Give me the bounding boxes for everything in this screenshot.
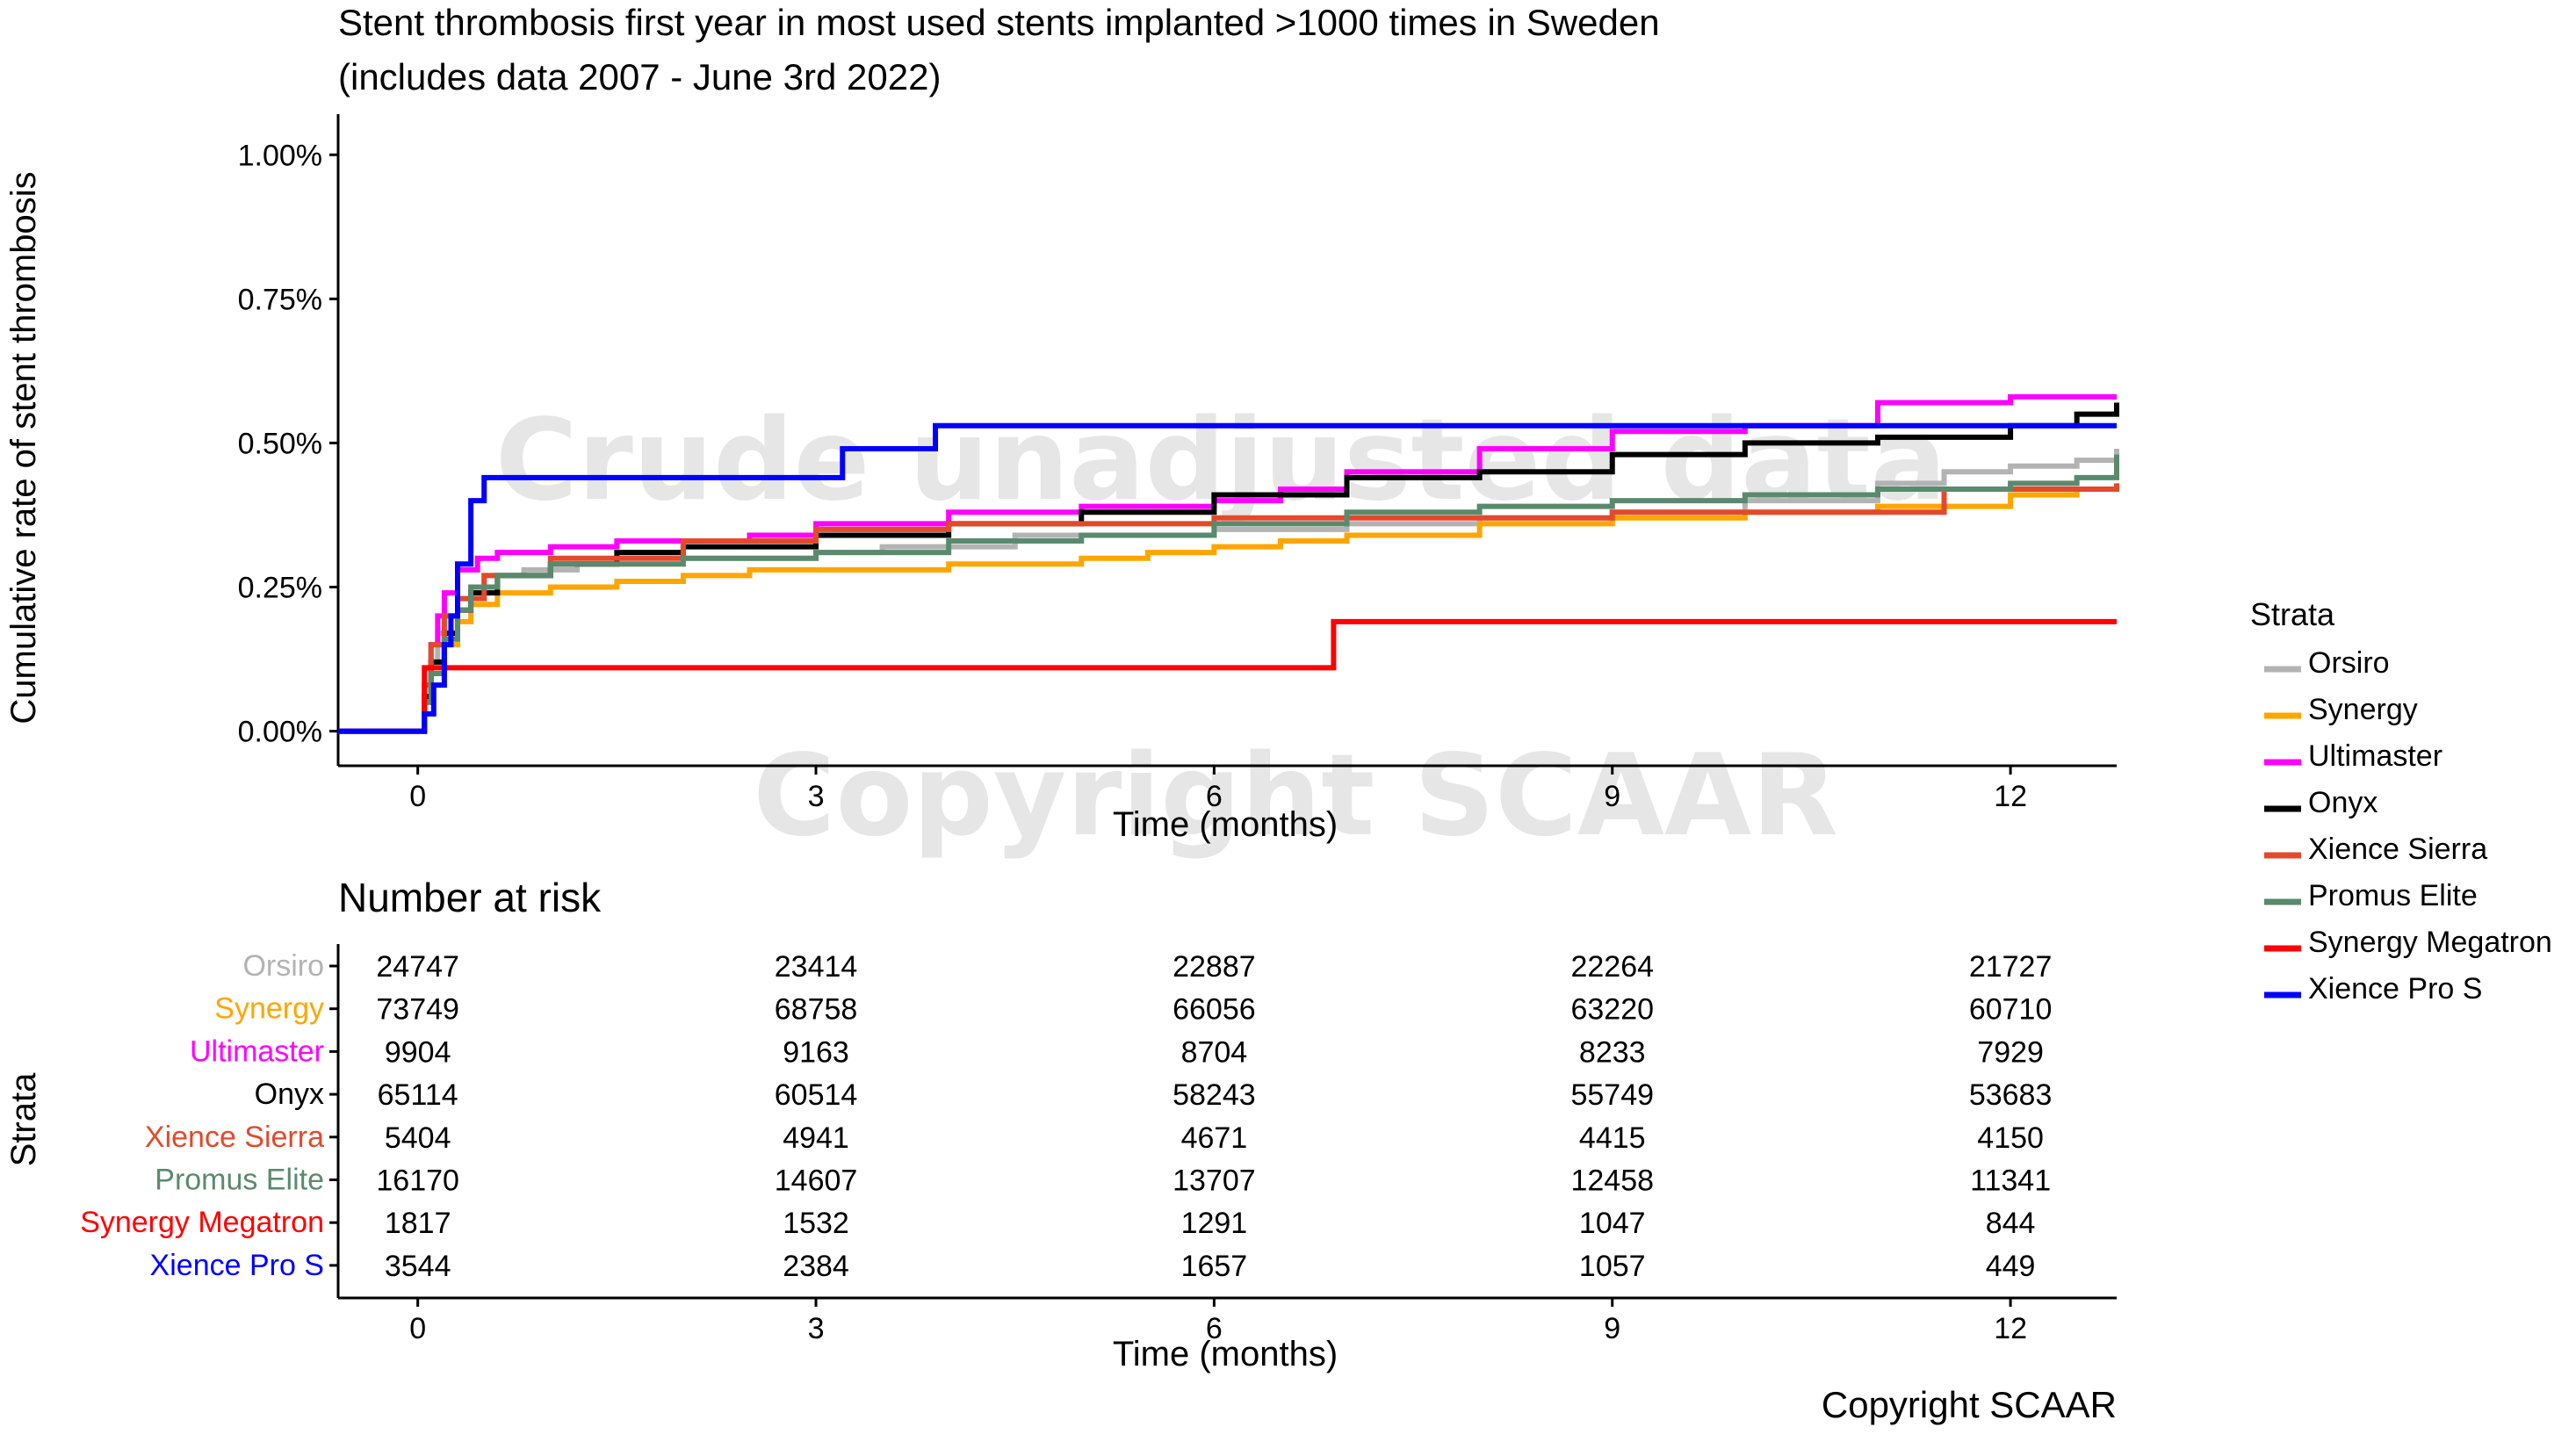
risk-table-cell: 12458: [1570, 1164, 1654, 1198]
risk-table-cell: 2384: [783, 1250, 849, 1283]
risk-table-cell: 23414: [775, 950, 858, 984]
risk-table-x-tick-label: 9: [1604, 1312, 1620, 1345]
legend-label: Xience Sierra: [2308, 833, 2487, 866]
risk-table-cell: 16170: [376, 1164, 459, 1198]
chart-subtitle: (includes data 2007 - June 3rd 2022): [338, 56, 941, 97]
risk-table-row-label: Synergy: [214, 992, 324, 1026]
risk-table-x-axis-label: Time (months): [1113, 1335, 1338, 1373]
series-line-promus-elite: [338, 454, 2119, 734]
risk-table-cell: 60710: [1969, 993, 2053, 1027]
series-line-synergy-megatron: [338, 618, 2117, 734]
risk-table-cell: 1047: [1579, 1207, 1646, 1240]
risk-table-cell: 11341: [1970, 1164, 2051, 1198]
risk-table-cell: 1532: [783, 1207, 849, 1240]
legend-label: Ultimaster: [2308, 739, 2443, 773]
risk-table-cell: 13707: [1173, 1164, 1256, 1198]
risk-table-cell: 63220: [1570, 993, 1654, 1027]
risk-table-row-label: Onyx: [255, 1078, 324, 1111]
watermark-crude: Crude unadjusted data: [495, 395, 1946, 526]
series-line-xience-pro-s: [338, 422, 2117, 734]
legend-title: Strata: [2250, 596, 2335, 632]
x-tick-label: 0: [409, 780, 426, 813]
risk-table-cell: 4415: [1579, 1121, 1646, 1155]
risk-table-cell: 73749: [376, 993, 459, 1027]
plot-axes: 0.00% 0.25% 0.50% 0.75% 1.00% 0 3 6 9 12: [238, 114, 2117, 813]
risk-table-cell: 449: [1986, 1250, 2036, 1283]
risk-table-cell: 4671: [1181, 1121, 1248, 1155]
risk-table-row-label: Xience Sierra: [145, 1121, 324, 1154]
risk-table-cell: 24747: [376, 950, 459, 984]
risk-table-cell: 1057: [1579, 1250, 1646, 1283]
risk-table-cell: 9904: [385, 1035, 451, 1069]
risk-table-cell: 60514: [775, 1078, 858, 1112]
risk-table-cell: 8704: [1181, 1035, 1248, 1069]
risk-table-cell: 58243: [1173, 1078, 1256, 1112]
risk-table-row-label: Ultimaster: [190, 1034, 324, 1068]
risk-table: Orsiro 24747 23414 22887 22264 21727 Synergy 73…: [80, 944, 2117, 1345]
y-tick-label: 0.25%: [238, 572, 322, 605]
risk-table-cell: 22264: [1570, 950, 1654, 984]
legend-label: Xience Pro S: [2308, 972, 2482, 1006]
y-tick-label: 0.50%: [238, 427, 322, 460]
risk-table-cell: 55749: [1570, 1078, 1654, 1112]
series-line-xience-sierra: [338, 483, 2119, 734]
risk-table-cell: 14607: [775, 1164, 858, 1198]
risk-table-cell: 65114: [378, 1078, 458, 1112]
legend-label: Onyx: [2308, 786, 2378, 819]
y-axis-label: Cumulative rate of stent thrombosis: [4, 171, 43, 724]
x-tick-label: 9: [1604, 780, 1620, 813]
risk-table-row-label: Orsiro: [242, 949, 324, 983]
risk-table-cell: 3544: [385, 1250, 451, 1283]
copyright-footer: Copyright SCAAR: [1822, 1384, 2117, 1425]
risk-table-cell: 4150: [1977, 1121, 2044, 1155]
y-tick-label: 0.75%: [238, 283, 322, 316]
legend: Orsiro Synergy Ultimaster Onyx Xience Sierra…: [2264, 646, 2552, 1006]
risk-table-cell: 22887: [1173, 950, 1256, 984]
risk-table-x-tick-label: 3: [808, 1312, 825, 1345]
x-tick-label: 6: [1206, 780, 1223, 813]
x-tick-label: 3: [808, 780, 825, 813]
plot-series: [338, 393, 2119, 734]
chart-title: Stent thrombosis first year in most used…: [338, 2, 1660, 43]
risk-table-cell: 844: [1986, 1207, 2036, 1240]
risk-table-cell: 7929: [1977, 1035, 2044, 1069]
risk-table-row-label: Synergy Megatron: [80, 1206, 324, 1239]
risk-table-cell: 1657: [1181, 1250, 1248, 1283]
risk-table-cell: 1291: [1181, 1207, 1248, 1240]
risk-table-row-label: Xience Pro S: [150, 1249, 324, 1282]
risk-table-row-label: Promus Elite: [155, 1164, 324, 1197]
risk-table-cell: 21727: [1969, 950, 2053, 984]
risk-table-cell: 68758: [775, 993, 858, 1027]
risk-table-cell: 66056: [1173, 993, 1256, 1027]
risk-table-cell: 53683: [1969, 1078, 2053, 1112]
y-tick-label: 0.00%: [238, 716, 322, 749]
x-tick-label: 12: [1994, 780, 2027, 813]
watermark-copyright: Copyright SCAAR: [753, 731, 1837, 861]
legend-label: Orsiro: [2308, 646, 2390, 680]
risk-table-cell: 1817: [385, 1207, 451, 1240]
risk-table-cell: 9163: [783, 1035, 849, 1069]
risk-table-x-tick-label: 6: [1206, 1312, 1223, 1345]
legend-label: Synergy: [2308, 693, 2418, 726]
risk-table-x-tick-label: 0: [409, 1312, 426, 1345]
risk-table-cell: 4941: [783, 1121, 849, 1155]
legend-label: Promus Elite: [2308, 879, 2478, 912]
risk-table-cell: 5404: [385, 1121, 451, 1155]
y-tick-label: 1.00%: [238, 139, 322, 172]
risk-table-cell: 8233: [1579, 1035, 1646, 1069]
risk-table-strata-label: Strata: [4, 1072, 43, 1166]
risk-table-title: Number at risk: [338, 875, 602, 920]
x-axis-label: Time (months): [1113, 805, 1338, 844]
risk-table-x-tick-label: 12: [1994, 1312, 2027, 1345]
legend-label: Synergy Megatron: [2308, 926, 2552, 959]
